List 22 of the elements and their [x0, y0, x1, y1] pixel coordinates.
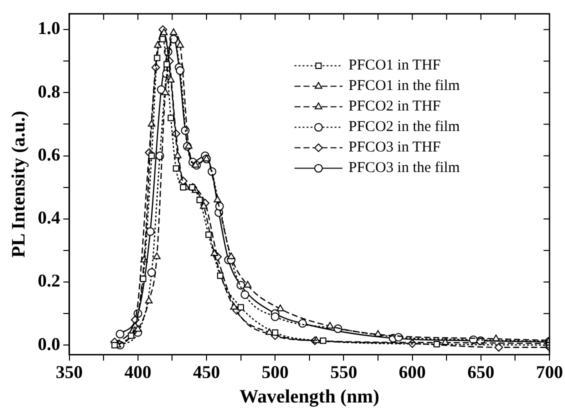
x-tick-label: 550 [330, 362, 358, 382]
legend-label: PFCO2 in THF [348, 98, 441, 115]
legend-label: PFCO1 in the film [348, 78, 460, 94]
y-axis-title: PL Intensity (a.u.) [8, 110, 30, 258]
y-tick-label: 1.0 [38, 18, 60, 38]
y-tick-label: 0.2 [38, 270, 60, 291]
x-tick-label: 350 [56, 362, 83, 382]
x-tick-label: 700 [536, 362, 563, 382]
x-tick-label: 450 [193, 362, 220, 382]
x-tick-label: 650 [467, 362, 494, 382]
legend-label: PFCO3 in THF [348, 140, 441, 156]
legend-label: PFCO3 in the film [348, 160, 460, 176]
x-tick-label: 400 [124, 362, 152, 382]
y-tick-label: 0.6 [38, 144, 60, 164]
x-tick-label: 500 [262, 362, 289, 382]
legend-label: PFCO1 in THF [348, 58, 441, 74]
y-tick-label: 0.8 [38, 81, 60, 102]
legend-label: PFCO2 in the film [348, 119, 460, 136]
x-tick-label: 600 [398, 362, 426, 382]
y-tick-label: 0.4 [38, 208, 60, 228]
x-axis-title: Wavelength (nm) [239, 386, 380, 408]
y-tick-label: 0.0 [38, 334, 60, 354]
